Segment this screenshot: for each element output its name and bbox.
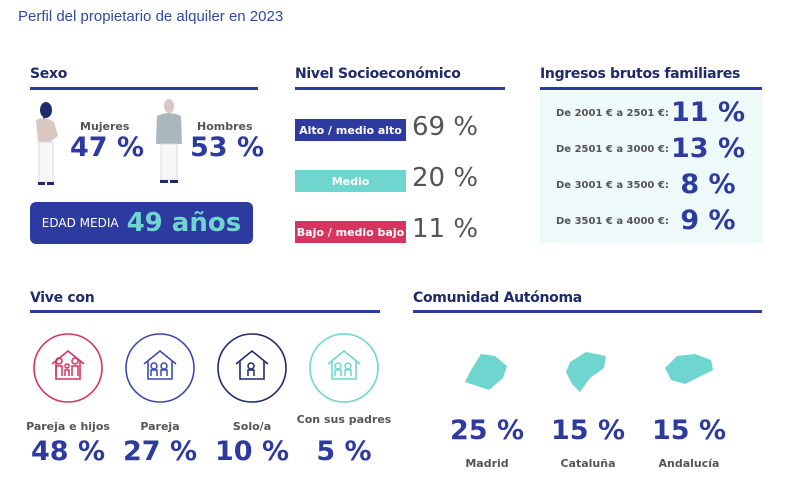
vive-label: Pareja e hijos — [26, 420, 110, 433]
divider — [30, 310, 380, 313]
edad-media-box: EDAD MEDIA 49 años — [30, 202, 253, 244]
vive-value: 5 % — [316, 436, 372, 467]
nivel-value: 20 % — [412, 163, 479, 193]
region-map-icon — [665, 354, 713, 384]
comunidad-label: Cataluña — [560, 457, 616, 470]
comunidad-value: 15 % — [550, 415, 626, 446]
ingresos-header: Ingresos brutos familiares — [540, 66, 741, 82]
family-house-icon — [33, 333, 103, 403]
hombres-value: 53 % — [190, 132, 265, 163]
vive-value: 48 % — [30, 436, 106, 467]
vive-value: 10 % — [214, 436, 290, 467]
mujeres-label: Mujeres — [80, 120, 130, 133]
vive-label: Con sus padres — [296, 413, 392, 426]
hombres-label: Hombres — [197, 120, 253, 133]
region-map-icon — [566, 352, 606, 392]
comunidad-label: Andalucía — [658, 457, 720, 470]
nivel-value: 69 % — [412, 112, 479, 142]
divider — [540, 87, 762, 90]
comunidad-value: 15 % — [651, 415, 727, 446]
vive-header: Vive con — [30, 290, 95, 306]
comunidad-label: Madrid — [465, 457, 509, 470]
vive-label: Solo/a — [232, 420, 272, 433]
ingresos-value: 9 % — [680, 205, 736, 236]
edad-media-value: 49 años — [126, 208, 242, 238]
ingresos-value: 11 % — [670, 97, 746, 128]
nivel-bar: Medio — [295, 170, 406, 192]
divider — [413, 310, 762, 313]
vive-value: 27 % — [122, 436, 198, 467]
edad-media-label: EDAD MEDIA — [41, 216, 119, 230]
ingresos-label: De 3001 € a 3500 €: — [556, 180, 669, 191]
comunidad-header: Comunidad Autónoma — [413, 290, 582, 306]
nivel-header: Nivel Socioeconómico — [295, 66, 461, 82]
single-house-icon — [217, 333, 287, 403]
divider — [295, 87, 505, 90]
ingresos-box — [540, 91, 762, 243]
parents-house-icon — [309, 333, 379, 403]
ingresos-label: De 3501 € a 4000 €: — [556, 216, 669, 227]
mujeres-value: 47 % — [70, 132, 145, 163]
nivel-bar: Bajo / medio bajo — [295, 221, 406, 243]
woman-figure-icon — [36, 102, 58, 185]
couple-house-icon — [125, 333, 195, 403]
divider — [30, 87, 258, 90]
ingresos-label: De 2001 € a 2501 €: — [556, 108, 669, 119]
page-title: Perfil del propietario de alquiler en 20… — [18, 8, 284, 25]
ingresos-label: De 2501 € a 3000 €: — [556, 144, 669, 155]
comunidad-value: 25 % — [449, 415, 525, 446]
ingresos-value: 8 % — [680, 169, 736, 200]
vive-label: Pareja — [140, 420, 180, 433]
ingresos-value: 13 % — [670, 133, 746, 164]
nivel-bar: Alto / medio alto — [295, 119, 406, 141]
man-figure-icon — [156, 99, 182, 183]
region-map-icon — [465, 354, 507, 390]
sexo-header: Sexo — [30, 66, 68, 82]
nivel-value: 11 % — [412, 214, 479, 244]
